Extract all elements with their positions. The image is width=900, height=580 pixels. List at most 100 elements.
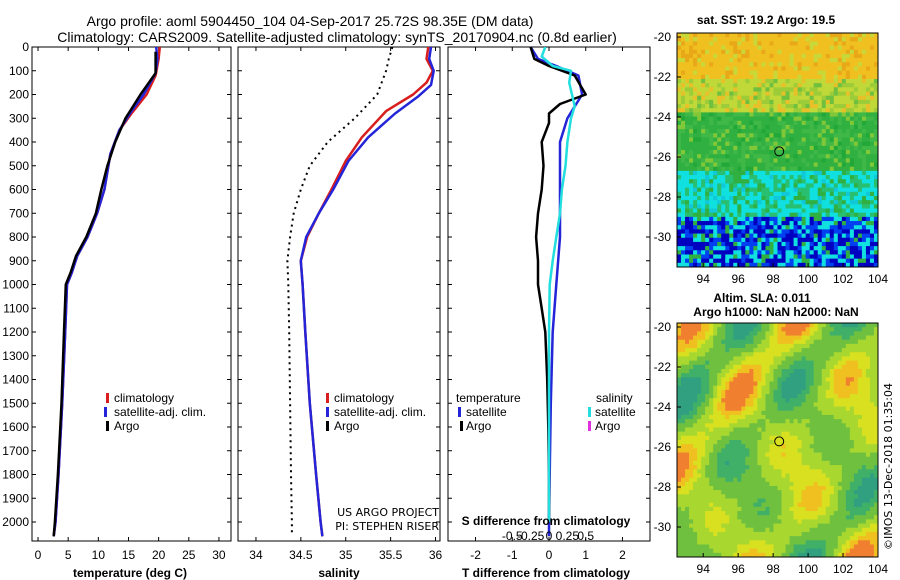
map-cell <box>773 431 778 437</box>
map-cell <box>777 70 782 76</box>
map-cell <box>809 62 815 67</box>
map-cell <box>841 216 847 222</box>
map-cell <box>805 200 811 205</box>
map-cell <box>773 150 778 155</box>
map-cell <box>777 229 782 234</box>
map-cell <box>801 343 807 349</box>
map-cell <box>753 58 758 63</box>
map-cell <box>789 200 794 205</box>
map-cell <box>865 389 871 395</box>
map-cell <box>845 150 851 155</box>
map-cell <box>705 179 710 184</box>
map-cell <box>809 339 815 345</box>
map-cell <box>681 95 686 101</box>
map-cell <box>745 427 750 433</box>
map-cell <box>813 175 819 180</box>
map-cell <box>761 473 766 479</box>
map-cell <box>817 112 823 117</box>
map-cell <box>729 137 734 143</box>
map-cell <box>849 348 855 353</box>
map-cell <box>829 410 835 416</box>
map-cell <box>873 356 878 362</box>
map-cell <box>681 187 686 193</box>
map-cell <box>785 62 790 67</box>
map-cell <box>685 481 690 487</box>
map-cell <box>757 339 762 345</box>
map-cell <box>781 195 786 201</box>
map-cell <box>701 108 706 113</box>
map-cell <box>813 414 819 420</box>
map-cell <box>677 473 682 479</box>
map-cell <box>689 158 694 163</box>
map-cell <box>689 335 694 341</box>
map-cell <box>777 108 782 113</box>
map-cell <box>805 444 811 449</box>
map-cell <box>805 465 811 470</box>
map-cell <box>813 448 819 453</box>
map-cell <box>821 477 827 483</box>
map-cell <box>853 394 859 399</box>
map-cell <box>737 394 742 399</box>
map-cell <box>757 74 762 80</box>
map-cell <box>825 331 831 336</box>
map-cell <box>729 225 734 230</box>
map-cell <box>837 204 843 209</box>
map-cell <box>789 183 794 189</box>
map-cell <box>785 262 790 267</box>
map-cell <box>841 343 847 349</box>
map-cell <box>749 440 754 445</box>
map-cell <box>777 95 782 101</box>
map-cell <box>809 78 815 84</box>
x-tick-label: 34.5 <box>289 548 313 562</box>
map-cell <box>813 216 819 222</box>
map-cell <box>829 427 835 433</box>
legend-swatch-s-argo <box>588 421 591 431</box>
map-cell <box>761 49 766 55</box>
map-cell <box>857 360 863 366</box>
map-cell <box>729 208 734 214</box>
map-cell <box>873 335 878 341</box>
map-cell <box>817 258 823 264</box>
map-cell <box>797 237 803 243</box>
map-cell <box>801 99 807 105</box>
map-cell <box>693 246 698 251</box>
map-cell <box>817 212 823 218</box>
map-cell <box>769 373 774 378</box>
map-cell <box>685 381 690 387</box>
map-cell <box>681 339 686 345</box>
map-cell <box>717 456 722 462</box>
map-cell <box>697 373 702 378</box>
map-cell <box>689 112 694 117</box>
map-cell <box>789 377 794 382</box>
map-cell <box>805 183 811 189</box>
map-cell <box>849 78 855 84</box>
map-cell <box>813 348 819 353</box>
map-cell <box>745 141 750 147</box>
map-cell <box>845 58 851 63</box>
map-cell <box>689 440 694 445</box>
map-cell <box>813 469 819 474</box>
map-cell <box>869 331 875 336</box>
map-cell <box>677 360 682 366</box>
map-cell <box>733 120 738 126</box>
map-cell <box>701 162 706 168</box>
map-cell <box>873 99 878 105</box>
map-cell <box>801 394 807 399</box>
map-cell <box>721 414 726 420</box>
sst-map-panel: sat. SST: 19.2 Argo: 19.5 94 96 98 100 102 10… <box>654 13 889 286</box>
map-cell <box>801 258 807 264</box>
map-cell <box>813 104 819 109</box>
map-cell <box>749 473 754 479</box>
map-cell <box>781 108 786 113</box>
map-cell <box>757 33 762 38</box>
map-cell <box>709 104 714 109</box>
map-cell <box>813 120 819 126</box>
map-cell <box>781 179 786 184</box>
map-cell <box>729 187 734 193</box>
map-cell <box>817 191 823 197</box>
map-cell <box>817 473 823 479</box>
map-cell <box>725 166 730 172</box>
map-cell <box>813 398 819 403</box>
map-cell <box>717 406 722 412</box>
map-cell <box>741 246 746 251</box>
